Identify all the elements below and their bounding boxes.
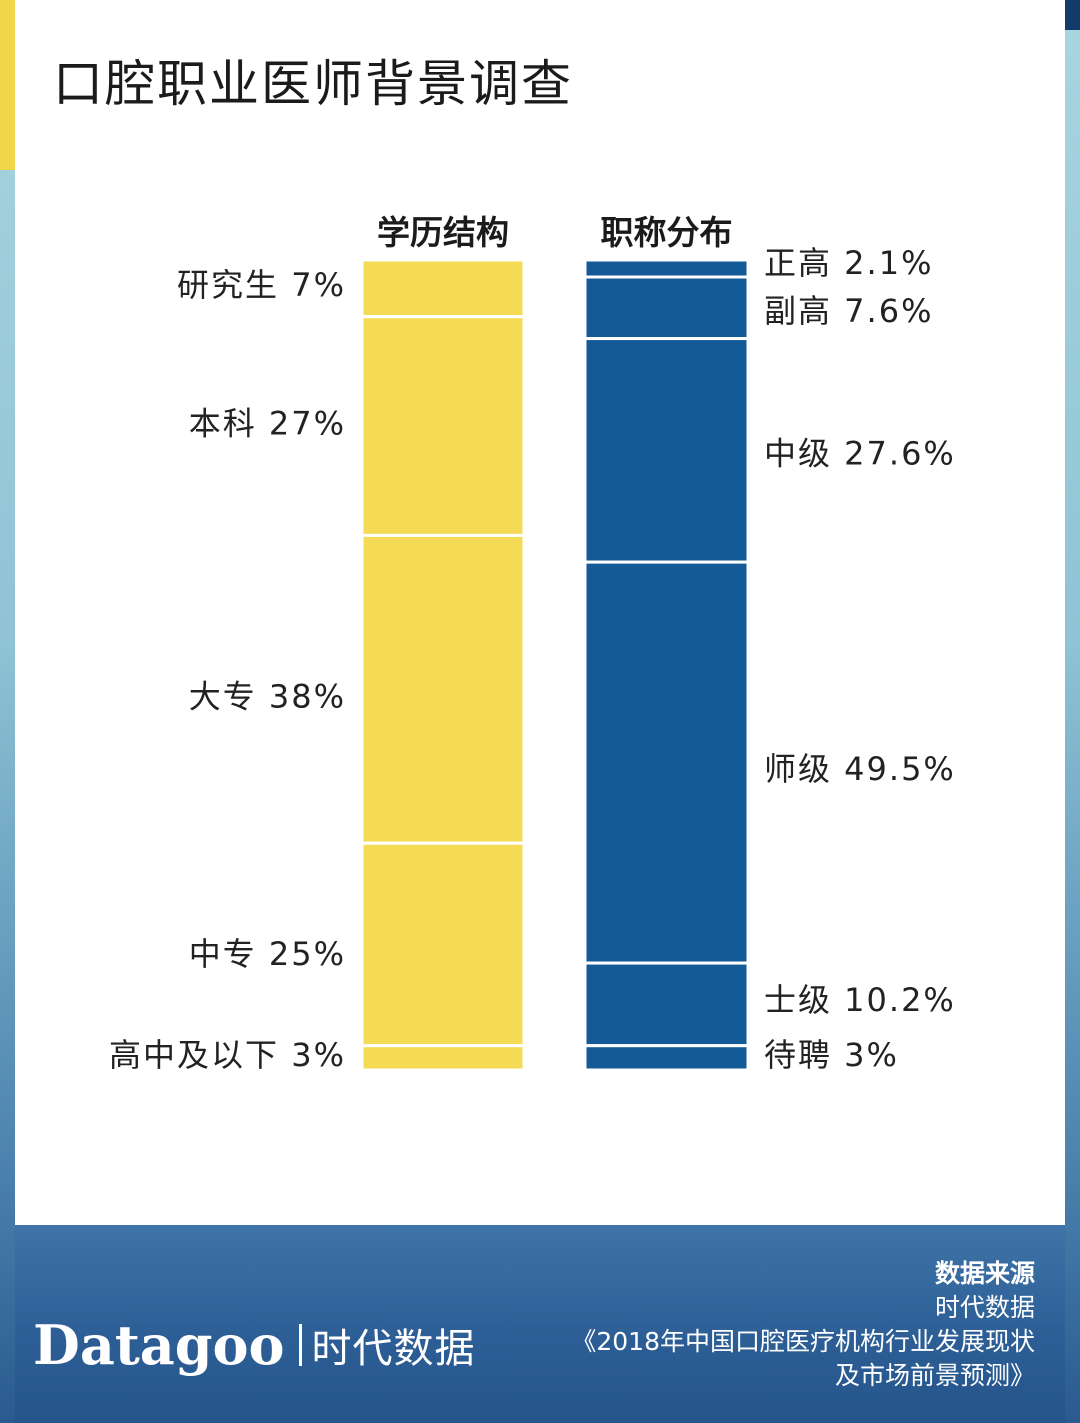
source-title: 数据来源 [934, 1259, 1035, 1288]
series-header-2: 职称分布 [601, 213, 733, 252]
bar-segment-1-3 [360, 533, 526, 845]
data-source: 数据来源 时代数据 《2018年中国口腔医疗机构行业发展现状 及市场前景预测》 [571, 1257, 1035, 1393]
segment-label-2-1: 正高 2.1% [764, 244, 933, 282]
source-org: 时代数据 [934, 1293, 1035, 1322]
chart-panel: 口腔职业医师背景调查 [15, 0, 1065, 1225]
brand-divider [298, 1324, 302, 1366]
bar-segment-2-2 [583, 275, 750, 341]
bar-segment-1-4 [360, 841, 526, 1048]
bar-segment-2-3 [583, 337, 750, 564]
segment-label-2-6: 待聘 3% [764, 1036, 899, 1074]
segment-label-1-2: 本科 27% [189, 405, 346, 443]
segment-label-1-3: 大专 38% [189, 677, 346, 715]
segment-label-2-5: 士级 10.2% [764, 981, 956, 1019]
bar-segment-1-2 [360, 315, 526, 537]
yellow-accent-strip [0, 0, 15, 170]
source-report-line2: 及市场前景预测》 [834, 1361, 1035, 1390]
brand-name-en: Datagoo [33, 1313, 285, 1377]
segment-label-1-5: 高中及以下 3% [109, 1036, 346, 1074]
segment-label-2-4: 师级 49.5% [764, 750, 956, 788]
segment-label-1-1: 研究生 7% [177, 266, 346, 304]
bar-segment-2-6 [583, 1044, 750, 1072]
series-header-1: 学历结构 [377, 213, 509, 252]
footer: 数据来源 时代数据 《2018年中国口腔医疗机构行业发展现状 及市场前景预测》 … [15, 1225, 1065, 1423]
page-title: 口腔职业医师背景调查 [53, 55, 573, 113]
segment-label-2-3: 中级 27.6% [764, 435, 956, 473]
bar-segment-2-5 [583, 961, 750, 1048]
brand-name-cn: 时代数据 [311, 1326, 476, 1372]
segment-label-2-2: 副高 7.6% [764, 292, 933, 330]
segment-label-1-4: 中专 25% [189, 935, 346, 973]
bar-segment-1-1 [360, 258, 526, 319]
bar-segment-2-4 [583, 560, 750, 965]
bar-segment-2-1 [583, 258, 750, 279]
bar-segment-1-5 [360, 1044, 526, 1072]
navy-accent-strip [1065, 0, 1080, 30]
brand-logo: Datagoo 时代数据 [33, 1313, 476, 1377]
source-report-line1: 《2018年中国口腔医疗机构行业发展现状 [571, 1327, 1035, 1356]
